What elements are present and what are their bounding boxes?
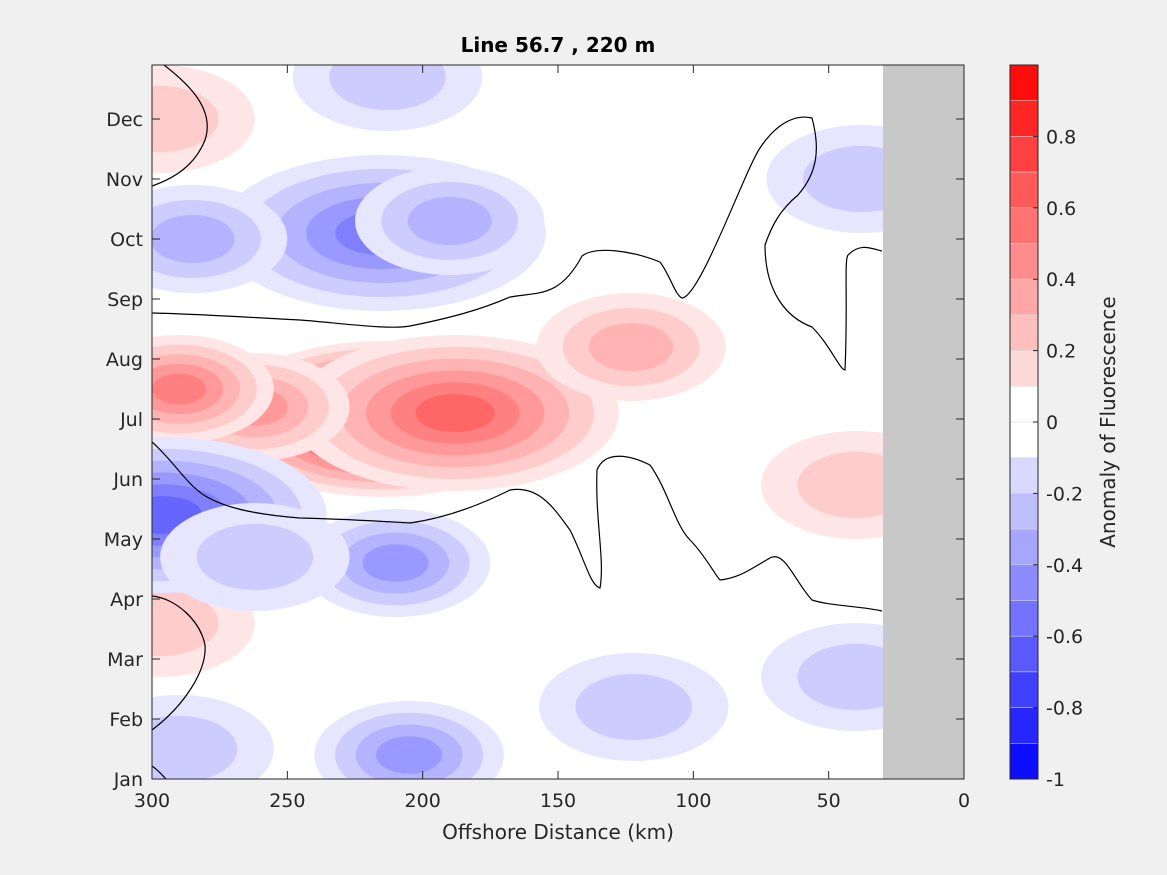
y-tick-label: Nov [106,169,143,191]
contour-band-15-2 [575,673,693,741]
colorbar-band [1009,350,1039,387]
colorbar-band [1009,457,1039,494]
x-tick-label: 100 [675,790,711,812]
colorbar-label: Anomaly of Fluorescence [1096,296,1120,547]
contour-band-11-2 [329,65,446,111]
contour-band-13-4 [362,544,429,582]
colorbar-band [1009,493,1039,530]
colorbar-band [1009,743,1039,780]
y-tick-label: May [104,529,143,551]
contour-band-1-6 [415,394,495,432]
y-tick-label: Dec [106,109,143,131]
y-tick-label: Jul [119,409,143,431]
y-tick-label: Oct [110,229,143,251]
colorbar-tick-label: 0 [1046,412,1058,434]
colorbar-tick-label: -0.8 [1046,698,1083,720]
colorbar-band [1009,314,1039,351]
colorbar-band [1009,136,1039,173]
colorbar-band [1009,564,1039,601]
contour-band-14-4 [376,736,443,774]
colorbar-tick-label: 0.4 [1046,269,1076,291]
zero-contour-top-left [152,65,208,187]
zero-contour-bottom-left [152,765,167,779]
x-tick-label: 200 [405,790,441,812]
y-tick-label: Mar [107,649,143,671]
colorbar-tick-label: -0.2 [1046,483,1083,505]
contour-band-6-2 [152,589,219,657]
contour-band-4-3 [588,323,674,371]
y-tick-label: Jan [113,769,143,791]
colorbar-band [1009,635,1039,673]
zero-contour-mar [152,595,206,731]
y-tick-label: Apr [110,589,143,611]
zero-contour-lower [152,441,883,612]
y-tick-label: Jun [112,469,143,491]
y-tick-label: Feb [109,709,143,731]
no-data-region [883,65,964,779]
colorbar-band [1009,171,1039,209]
x-tick-label: 150 [540,790,576,812]
contour-band-3-5 [152,373,207,405]
plot-area [151,64,965,780]
contour-band-17-2 [196,523,314,591]
y-axis: Jan Feb Mar Apr May Jun Jul Aug Sep Oct Nov Dec [104,109,964,791]
colorbar-bands [1009,64,1039,780]
colorbar-tick-label: -1 [1046,769,1065,791]
colorbar-tick-label: 0.6 [1046,198,1076,220]
contour-band-7-2 [152,85,219,153]
colorbar-band [1009,671,1039,708]
x-axis-label: Offshore Distance (km) [442,820,674,844]
colorbar-band [1009,278,1039,316]
colorbar-band [1009,64,1039,101]
x-axis: 300 250 200 150 100 50 0 [134,65,970,812]
colorbar-band [1009,100,1039,137]
x-tick-label: 250 [269,790,305,812]
colorbar-tick-label: 0.2 [1046,341,1076,363]
x-tick-label: 300 [134,790,170,812]
contour-band-10-3 [152,215,235,263]
chart-title: Line 56.7 , 220 m [461,33,656,57]
x-tick-label: 0 [958,790,970,812]
colorbar-band [1009,386,1039,423]
colorbar-band [1009,243,1039,280]
contour-band-9-3 [407,197,492,245]
zero-contour-lines [152,65,883,779]
colorbar-band [1009,207,1039,244]
zero-contour-upper [152,116,883,371]
colorbar-ticks: 0.8 0.6 0.4 0.2 0 -0.2 -0.4 -0.6 -0.8 -1 [1033,126,1083,791]
colorbar-tick-label: -0.6 [1046,626,1083,648]
y-tick-label: Aug [106,349,143,371]
colorbar-band [1009,421,1039,458]
colorbar-band [1009,600,1039,637]
x-tick-label: 50 [817,790,841,812]
colorbar-tick-label: 0.8 [1046,126,1076,148]
y-tick-label: Sep [107,289,143,311]
colorbar: 0.8 0.6 0.4 0.2 0 -0.2 -0.4 -0.6 -0.8 -1 Anomaly … [1009,64,1120,791]
colorbar-band [1009,528,1039,566]
colorbar-band [1009,707,1039,744]
contour-band-19-2 [152,715,238,779]
colorbar-tick-label: -0.4 [1046,555,1083,577]
